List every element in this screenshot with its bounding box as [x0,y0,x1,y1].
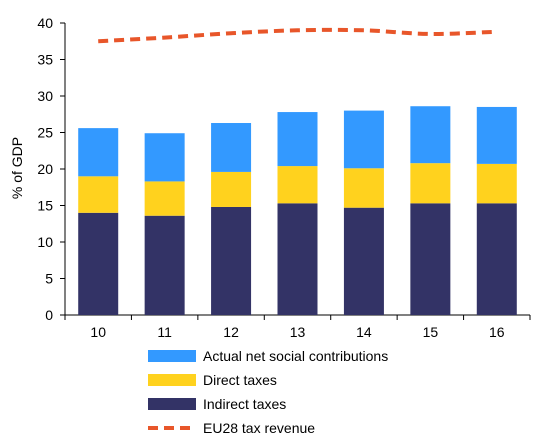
bar-indirect-taxes-15 [410,203,451,315]
bar-indirect-taxes-14 [343,207,384,315]
y-tick-label: 20 [37,161,53,177]
bar-direct-taxes-15 [410,163,451,204]
bar-direct-taxes-10 [78,176,119,213]
plot-area: 0 5 10 15 20 25 30 35 40 10 11 12 13 14 15 16 [37,15,531,340]
bar-indirect-taxes-10 [78,212,119,315]
bar-actual-net-social-contributions-14 [343,110,384,169]
x-tick-label: 13 [290,324,306,340]
y-axis-label: % of GDP [9,137,25,199]
bar-indirect-taxes-11 [144,215,185,315]
y-tick-label: 0 [45,307,53,323]
bar-direct-taxes-13 [277,166,318,204]
y-tick-label: 5 [45,271,53,287]
x-tick-label: 10 [90,324,106,340]
x-tick-label: 12 [223,324,239,340]
x-tick-label: 14 [356,324,372,340]
x-tick-label: 11 [157,324,172,340]
legend-swatch-actual-net-social-contributions [148,350,196,362]
bar-direct-taxes-11 [144,181,185,216]
bar-direct-taxes-14 [343,168,384,208]
y-tick-label: 15 [37,198,53,214]
x-tick-label: 15 [423,324,439,340]
y-tick-label: 25 [37,125,53,141]
bar-actual-net-social-contributions-12 [211,123,252,172]
x-tick-label: 16 [489,324,505,340]
y-tick-label: 40 [37,15,53,31]
legend-label-indirect-taxes: Indirect taxes [203,396,286,412]
legend: Actual net social contributions Direct ta… [148,348,388,436]
legend-swatch-indirect-taxes [148,398,196,410]
legend-label-eu28-tax-revenue: EU28 tax revenue [203,420,315,436]
bar-indirect-taxes-16 [476,203,517,315]
bar-direct-taxes-12 [211,171,252,207]
line-eu28-tax-revenue [98,27,497,44]
y-tick-label: 35 [37,52,53,68]
y-tick-label: 30 [37,88,53,104]
bar-indirect-taxes-13 [277,203,318,315]
legend-swatch-direct-taxes [148,374,196,386]
bar-direct-taxes-16 [476,163,517,204]
legend-label-actual-net-social-contributions: Actual net social contributions [203,348,388,364]
bar-actual-net-social-contributions-15 [410,106,451,164]
bar-actual-net-social-contributions-11 [144,133,185,182]
bar-indirect-taxes-12 [211,206,252,315]
legend-label-direct-taxes: Direct taxes [203,372,277,388]
bar-actual-net-social-contributions-16 [476,106,517,164]
y-tick-label: 10 [37,234,53,250]
bar-actual-net-social-contributions-13 [277,112,318,167]
bar-actual-net-social-contributions-10 [78,128,119,177]
